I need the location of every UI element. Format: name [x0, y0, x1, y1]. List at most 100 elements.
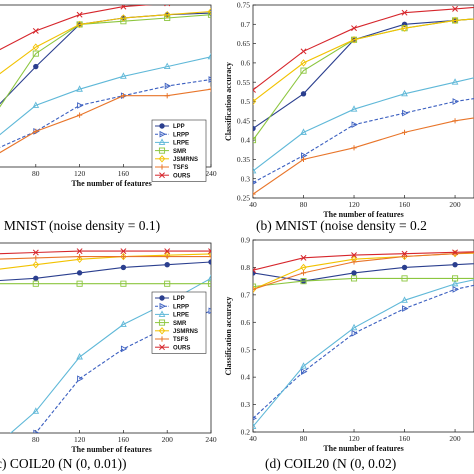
y-tick-label: 0.75	[237, 1, 250, 10]
series-line-lrpp	[253, 98, 474, 184]
panel-caption: (b) MNIST (noise density = 0.2	[256, 218, 427, 233]
y-tick-label: 0.45	[237, 116, 250, 125]
series-layer	[253, 249, 474, 429]
data-point-ours	[164, 248, 171, 255]
data-point-ours	[300, 48, 307, 55]
data-point-tsfs	[300, 156, 307, 162]
data-point-lrpp	[402, 109, 409, 117]
data-point-smr	[253, 137, 257, 144]
data-point-smr	[76, 280, 83, 287]
data-point-tsfs	[164, 253, 170, 260]
data-point-lrpe	[350, 105, 358, 112]
data-point-tsfs	[164, 93, 170, 99]
data-point-lpp	[351, 270, 357, 276]
y-tick-label: 0.6	[241, 318, 251, 327]
data-point-lpp	[120, 264, 127, 271]
x-axis-label: The number of features	[323, 444, 403, 453]
data-point-tsfs	[351, 145, 357, 151]
series-line-jsmrns	[253, 18, 474, 102]
data-point-lrpe	[207, 52, 211, 60]
data-point-ours	[120, 248, 127, 255]
legend-marker	[158, 310, 166, 317]
plot-frame	[252, 239, 474, 433]
data-point-lrpp	[452, 286, 460, 293]
data-point-lrpp	[402, 305, 409, 312]
data-point-ours	[32, 27, 39, 34]
data-point-tsfs	[351, 259, 357, 265]
legend-marker	[158, 155, 166, 163]
series-line-lrpe	[253, 279, 474, 427]
y-tick-label: 0.5	[241, 345, 251, 354]
x-tick-label: 80	[32, 169, 40, 178]
data-point-jsmrns	[32, 43, 39, 51]
legend-marker	[159, 336, 165, 342]
data-point-lrpp	[33, 429, 40, 433]
legend-entry: SMR	[173, 149, 187, 155]
series-layer	[0, 5, 211, 154]
y-tick-label: 0.7	[241, 20, 251, 29]
data-point-smr	[32, 280, 39, 287]
data-point-ours	[351, 252, 357, 259]
legend-marker	[159, 295, 165, 301]
data-point-lrpp	[77, 102, 84, 109]
data-point-smr	[120, 18, 127, 25]
series-line-ours	[0, 5, 153, 51]
x-tick-label: 160	[399, 200, 411, 209]
y-tick-label: 0.25	[237, 194, 250, 203]
data-point-lpp	[452, 261, 458, 268]
data-point-smr	[253, 283, 257, 290]
chart-panel-4: 40 80 120 160 200 0.2 0.3 0.4 0.5 0.6 0.7 0.8 0.9 The…	[224, 236, 474, 471]
legend-entry: LRPP	[173, 304, 189, 310]
x-tick-label: 80	[32, 435, 40, 444]
data-point-jsmrns	[164, 11, 171, 19]
series-line-tsfs	[253, 252, 474, 290]
data-point-lpp	[33, 275, 39, 281]
legend-marker	[158, 327, 166, 335]
series-line-lpp	[253, 263, 474, 282]
data-point-lrpe	[76, 353, 83, 360]
data-point-lpp	[401, 264, 408, 271]
x-tick-label: 200	[162, 435, 174, 444]
y-tick-label: 0.65	[237, 39, 250, 48]
legend-entry: LRPE	[173, 141, 189, 147]
data-point-ours	[300, 254, 307, 261]
data-point-ours	[76, 11, 83, 18]
data-point-lrpe	[207, 274, 211, 281]
panel-caption: (d) COIL20 (N (0, 0.02)	[265, 456, 396, 471]
data-point-ours	[164, 5, 171, 7]
data-point-ours	[401, 250, 408, 257]
legend-entry: SMR	[173, 321, 187, 327]
legend-entry: JSMRNS	[173, 329, 198, 335]
x-tick-label: 200	[449, 434, 461, 443]
data-point-lrpp	[77, 375, 84, 383]
y-tick-label: 0.6	[241, 59, 251, 68]
x-tick-label: 120	[348, 200, 360, 209]
x-axis-label: The number of features	[323, 210, 403, 219]
data-point-lrpe	[120, 320, 127, 327]
series-line-lrpp	[0, 78, 211, 148]
data-point-lrpe	[120, 72, 127, 79]
data-point-smr	[300, 67, 307, 74]
data-point-lrpe	[253, 167, 257, 174]
legend-marker	[159, 344, 165, 351]
data-point-lrpe	[163, 62, 171, 70]
data-point-lrpp	[208, 307, 211, 315]
data-point-smr	[207, 280, 211, 287]
plot-frame	[252, 4, 474, 199]
data-point-ours	[76, 248, 83, 255]
y-tick-label: 0.9	[241, 236, 251, 245]
data-point-lrpp	[120, 345, 128, 353]
series-line-ours	[0, 250, 211, 255]
legend-entry: LPP	[173, 124, 185, 130]
data-point-lrpe	[451, 279, 459, 287]
y-tick-label: 0.8	[241, 263, 251, 272]
data-point-jsmrns	[350, 36, 358, 44]
series-line-lpp	[0, 261, 211, 282]
data-point-lrpp	[351, 329, 359, 337]
data-point-lrpe	[401, 89, 408, 97]
plot-frame	[0, 242, 212, 434]
data-point-ours	[253, 86, 256, 93]
x-tick-label: 160	[118, 435, 130, 444]
y-tick-label: 0.7	[241, 290, 251, 299]
